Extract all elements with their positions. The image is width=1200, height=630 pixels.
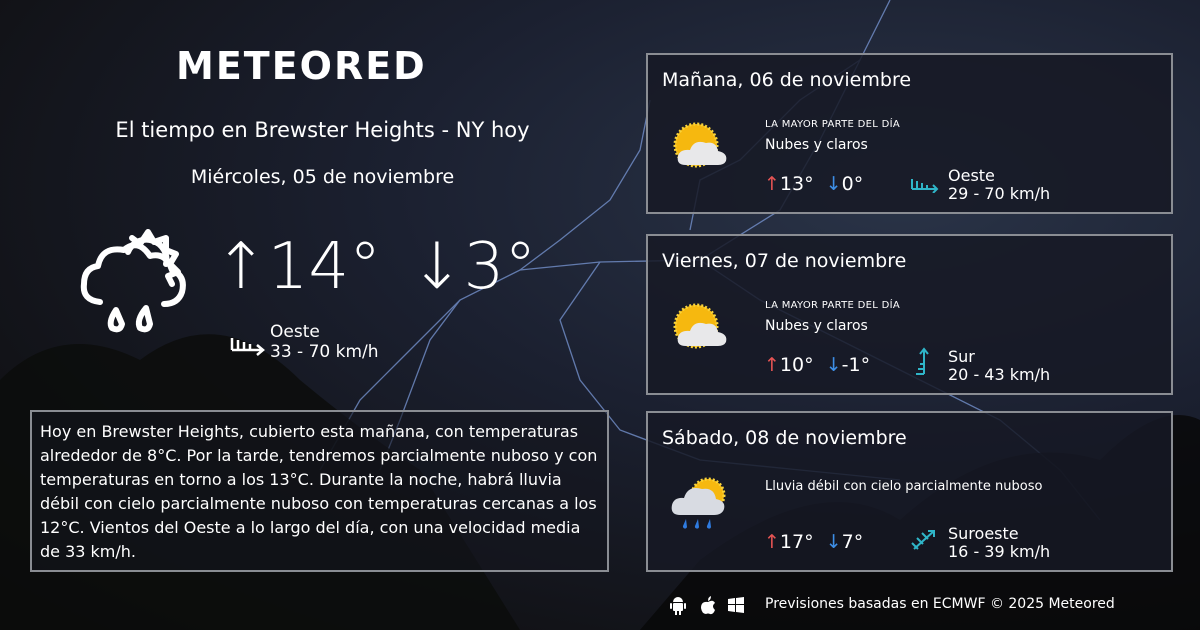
card-condition: Nubes y claros [765,137,868,153]
card-min-temp: -1° [841,354,871,376]
today-max-temp: ↑14° [214,230,382,304]
page-title: El tiempo en Brewster Heights - NY hoy [115,118,530,142]
card-period-label: LA MAYOR PARTE DEL DÍA [765,300,900,311]
windows-icon[interactable] [728,596,744,614]
arrow-down-icon: ↓ [825,531,842,553]
wind-west-icon [230,338,265,356]
arrow-down-icon: ↓ [825,354,842,376]
wind-south-icon [916,347,929,375]
rain-sun-cloud-icon [671,477,726,529]
card-wind-speed: 29 - 70 km/h [948,184,1051,203]
forecast-card-day-3[interactable]: Sábado, 08 de noviembre Lluvia débil con… [646,411,1173,572]
forecast-description: Hoy en Brewster Heights, cubierto esta m… [30,410,609,572]
card-max-temp: 13° [779,173,814,195]
card-max-temp: 10° [779,354,814,376]
card-date: Mañana, 06 de noviembre [662,69,912,91]
card-date: Viernes, 07 de noviembre [662,250,907,272]
card-min-temp: 0° [841,173,864,195]
rain-cloud-sun-icon [80,229,186,333]
forecast-card-day-1[interactable]: Mañana, 06 de noviembre LA MAYOR PARTE D… [646,53,1173,214]
arrow-up-icon: ↑ [764,173,780,195]
card-condition: Nubes y claros [765,318,868,334]
card-wind-speed: 16 - 39 km/h [948,542,1051,561]
today-date: Miércoles, 05 de noviembre [190,166,455,188]
android-icon[interactable] [669,596,687,616]
arrow-up-icon: ↑ [764,531,780,553]
sun-cloud-icon [673,122,727,168]
wind-southwest-icon [911,530,935,550]
card-condition: Lluvia débil con cielo parcialmente nubo… [765,479,1043,494]
today-wind: Oeste 33 - 70 km/h [270,322,379,362]
apple-icon[interactable] [699,596,717,616]
meteored-logo[interactable]: METEORED [176,44,427,88]
card-min-temp: 7° [841,531,864,553]
card-max-temp: 17° [779,531,814,553]
card-period-label: LA MAYOR PARTE DEL DÍA [765,119,900,130]
wind-speed: 33 - 70 km/h [270,342,379,362]
wind-west-icon [911,179,939,193]
card-wind-speed: 20 - 43 km/h [948,365,1051,384]
forecast-card-day-2[interactable]: Viernes, 07 de noviembre LA MAYOR PARTE … [646,234,1173,395]
arrow-up-icon: ↑ [764,354,780,376]
sun-cloud-icon [673,303,727,349]
wind-direction: Oeste [270,322,320,342]
card-date: Sábado, 08 de noviembre [662,427,907,449]
footer-credits: Previsiones basadas en ECMWF © 2025 Mete… [765,596,1115,612]
arrow-down-icon: ↓ [825,173,842,195]
today-min-temp: ↓3° [410,230,537,304]
card-wind-direction: Suroeste [948,524,1019,543]
card-wind-direction: Oeste [948,166,995,185]
card-wind-direction: Sur [948,347,975,366]
